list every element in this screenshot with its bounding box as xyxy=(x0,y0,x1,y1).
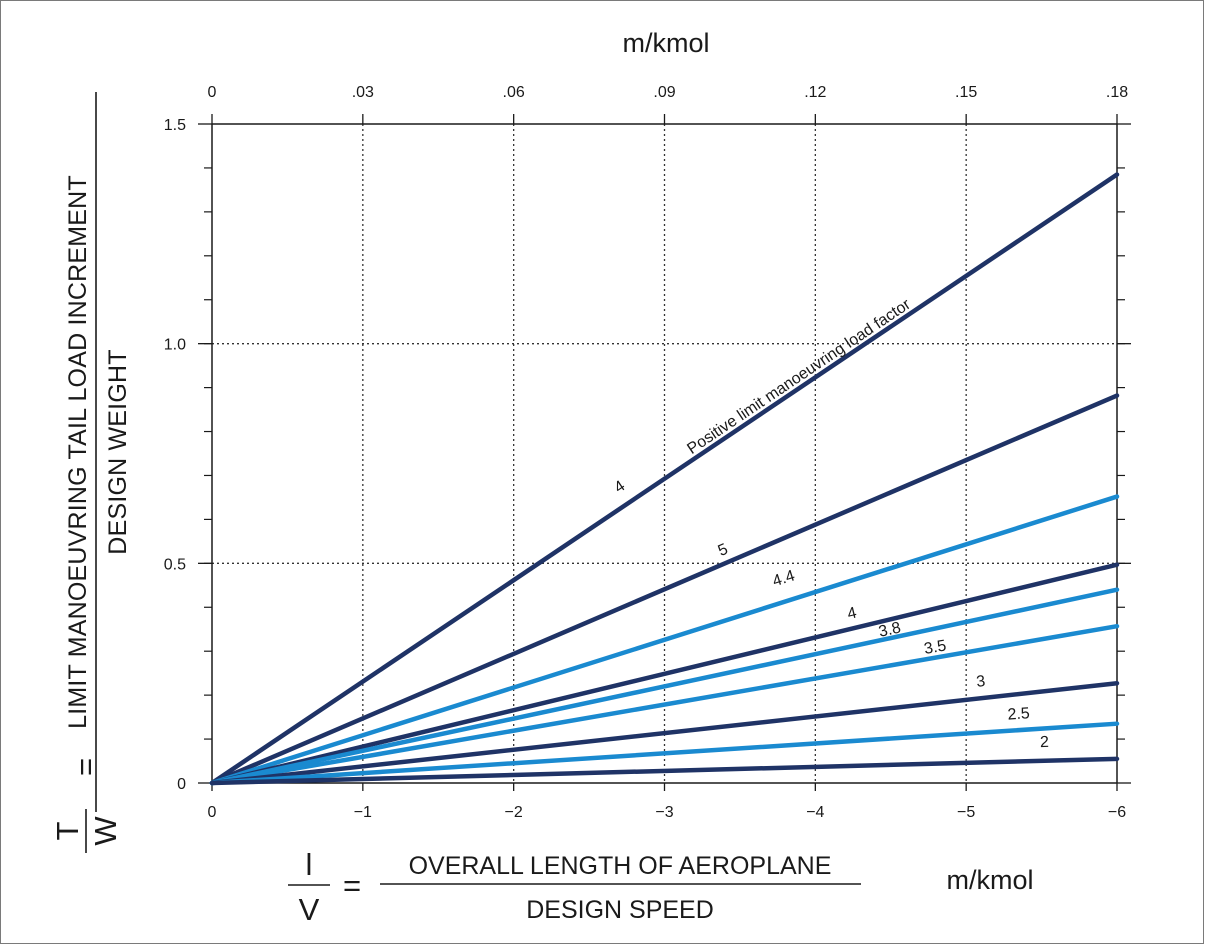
x-top-tick-label: .03 xyxy=(352,84,374,101)
series-lines xyxy=(209,172,1120,786)
series-line xyxy=(209,623,1120,786)
y-tick-label: 1.5 xyxy=(164,117,186,134)
series-label: 2.5 xyxy=(1007,705,1030,723)
x-bottom-tick-label: −1 xyxy=(354,804,372,821)
series-line xyxy=(209,756,1120,786)
x-bottom-tick-label: 0 xyxy=(208,804,217,821)
series-label: 2 xyxy=(1040,734,1049,751)
series-label: 5 xyxy=(716,541,731,560)
series-label: 4 xyxy=(611,478,628,497)
y-axis-label: LIMIT MANOEUVRING TAIL LOAD INCREMENT DE… xyxy=(64,92,132,812)
series-label: 3.5 xyxy=(923,637,948,658)
tick-labels: 0 0.5 1.0 1.5 0 −1 −2 −3 −4 −5 −6 0 .03 .06 .09 .12 .15.… xyxy=(164,84,1128,821)
x-axis-label: l V = OVERALL LENGTH OF AEROPLANE DESIGN… xyxy=(288,847,1034,927)
x-label-symbol-num: l xyxy=(306,847,313,882)
x-label-equals: = xyxy=(343,868,361,903)
top-axis-unit: m/kmol xyxy=(623,28,710,58)
x-bottom-tick-label: −4 xyxy=(806,804,824,821)
x-label-symbol-den: V xyxy=(299,892,320,927)
x-bottom-tick-label: −3 xyxy=(655,804,673,821)
series-line xyxy=(209,721,1120,786)
series-line xyxy=(209,681,1120,786)
x-label-denominator: DESIGN SPEED xyxy=(526,896,714,924)
series-line xyxy=(209,393,1120,786)
x-bottom-tick-label: −5 xyxy=(957,804,975,821)
y-tick-label: 0 xyxy=(177,776,186,793)
annotation-text: Positive limit manoeuvring load factor xyxy=(684,296,914,458)
x-label-numerator: OVERALL LENGTH OF AEROPLANE xyxy=(409,852,832,880)
x-bottom-tick-label: −2 xyxy=(505,804,523,821)
y-label-symbol: T W xyxy=(50,809,123,853)
x-top-tick-label: .15 xyxy=(955,84,977,101)
y-label-denominator: DESIGN WEIGHT xyxy=(104,349,132,554)
series-line xyxy=(209,172,1120,786)
y-tick-label: 0.5 xyxy=(164,556,186,573)
series-line xyxy=(209,587,1120,786)
axes xyxy=(198,114,1131,791)
series-label: 4 xyxy=(846,605,859,624)
y-label-symbol-den: W xyxy=(88,816,123,846)
x-top-tick-label: .12 xyxy=(804,84,826,101)
bottom-axis-unit: m/kmol xyxy=(947,865,1034,895)
series-label: 3 xyxy=(975,673,986,691)
y-label-symbol-num: T xyxy=(50,821,85,840)
x-top-tick-label: 0 xyxy=(208,84,217,101)
series-label: 4.4 xyxy=(771,567,797,590)
x-top-tick-label: .18 xyxy=(1106,84,1128,101)
x-top-tick-label: .09 xyxy=(653,84,675,101)
line-labels: 4 5 4.4 4 3.8 3.5 3 2.5 2 xyxy=(611,478,1049,752)
series-label: 3.8 xyxy=(877,619,902,640)
y-label-equals: = xyxy=(68,758,103,776)
series-line xyxy=(209,494,1120,786)
y-label-numerator: LIMIT MANOEUVRING TAIL LOAD INCREMENT xyxy=(64,175,92,729)
grid-lines xyxy=(212,124,1117,783)
y-label-equals-wrap: = xyxy=(68,758,103,776)
x-bottom-tick-label: −6 xyxy=(1108,804,1126,821)
y-tick-label: 1.0 xyxy=(164,337,186,354)
x-top-tick-label: .06 xyxy=(503,84,525,101)
series-line xyxy=(209,562,1120,786)
